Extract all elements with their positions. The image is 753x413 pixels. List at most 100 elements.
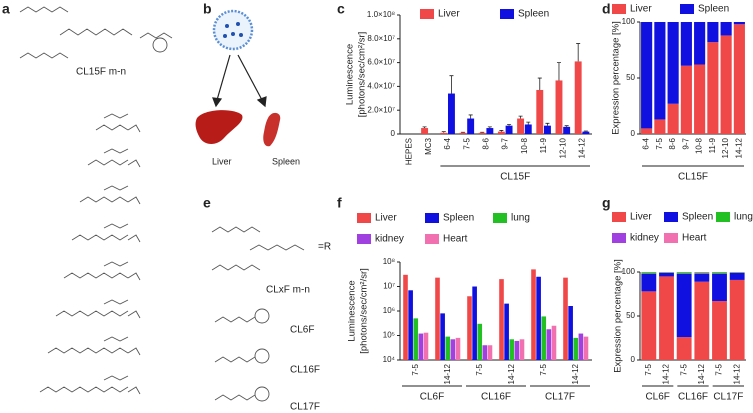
bond-chain <box>103 113 129 119</box>
error-bar <box>518 115 523 119</box>
bar <box>467 118 475 134</box>
y-tick-label: 1.0×10⁸ <box>367 10 395 19</box>
legend-swatch <box>664 212 678 222</box>
bar <box>403 274 408 360</box>
bond-chain <box>103 185 129 191</box>
y-tick-label: 100 <box>622 267 636 276</box>
y-tick-label: 100 <box>622 17 636 26</box>
x-tick-label: 14-12 <box>697 363 706 384</box>
x-tick-label: 14-12 <box>578 137 587 158</box>
bar-segment <box>641 128 653 134</box>
x-tick-label: 14-12 <box>507 363 516 384</box>
bar-segment <box>733 22 745 25</box>
x-tick-label: HEPES <box>405 138 414 165</box>
error-bar <box>441 131 446 133</box>
bond-chain <box>211 226 261 233</box>
bond-chain <box>59 28 133 36</box>
ring <box>152 37 168 53</box>
structure-title: CLxF m-n <box>266 285 310 296</box>
bar-segment <box>729 279 745 360</box>
bond-chain <box>87 159 129 166</box>
x-tick-label: 7-5 <box>411 363 420 375</box>
bar <box>445 336 451 360</box>
legend-swatch <box>612 212 626 222</box>
y-axis-label: Luminescence <box>345 44 356 105</box>
legend-label: kidney <box>375 234 404 245</box>
x-tick-label: 7-5 <box>539 363 548 375</box>
bar <box>555 80 563 134</box>
error-bar <box>480 131 485 133</box>
bar <box>514 340 520 360</box>
legend-label: Heart <box>682 233 707 244</box>
bar-segment <box>676 273 692 338</box>
legend-swatch <box>612 233 626 243</box>
error-bar <box>449 75 454 94</box>
bond-chain <box>249 244 305 251</box>
bond-chain <box>79 196 129 203</box>
y-axis-label: [photons/sec/cm²/sr] <box>359 268 370 354</box>
bar-segment <box>654 119 666 134</box>
panel-label: e <box>203 195 211 211</box>
bond-chain <box>55 310 129 317</box>
x-tick-label: 7-5 <box>679 363 688 375</box>
group-label: CL6F <box>645 392 669 403</box>
bar <box>423 332 429 360</box>
bar-segment <box>720 22 732 36</box>
ring <box>254 386 270 402</box>
bond-chain <box>39 386 129 393</box>
x-tick-label: MC3 <box>424 137 433 154</box>
acid-group <box>127 310 141 319</box>
panel-label: g <box>602 195 611 211</box>
bar <box>544 125 551 134</box>
x-tick-label: 7-5 <box>475 363 484 375</box>
legend-swatch <box>680 4 694 14</box>
bond-chain <box>211 264 261 271</box>
bar <box>582 131 590 134</box>
legend-swatch <box>716 212 730 222</box>
legend-label: Liver <box>630 212 652 223</box>
bond-chain <box>214 316 256 323</box>
error-bar <box>537 77 542 90</box>
bond-chain <box>19 6 69 13</box>
bar <box>563 126 571 134</box>
x-tick-label: 8-6 <box>482 137 491 149</box>
liver-icon <box>195 110 243 144</box>
y-tick-label: 2.0×10⁷ <box>367 105 395 114</box>
legend-label: kidney <box>630 233 659 244</box>
bar-segment <box>712 301 727 360</box>
bar <box>536 276 541 360</box>
y-tick-label: 10⁴ <box>383 355 396 364</box>
acid-group <box>127 196 141 205</box>
bond-chain <box>19 52 69 59</box>
bar <box>486 128 494 134</box>
error-bar <box>545 122 550 126</box>
bar <box>418 333 424 360</box>
legend-swatch <box>493 213 507 223</box>
organ-label: Spleen <box>272 156 300 166</box>
legend-swatch <box>420 9 434 19</box>
y-tick-label: 50 <box>626 73 635 82</box>
x-tick-label: 14-12 <box>571 363 580 384</box>
x-tick-label: 11-9 <box>708 137 717 153</box>
bond-chain <box>214 394 256 401</box>
bar <box>536 89 544 134</box>
y-tick-label: 50 <box>626 311 635 320</box>
bar-segment <box>712 273 727 302</box>
bar <box>517 118 525 134</box>
y-tick-label: 10⁷ <box>383 282 395 291</box>
bar-segment <box>641 22 653 129</box>
legend-label: Spleen <box>518 9 549 20</box>
bond-chain <box>214 356 256 363</box>
bar-segment <box>676 272 692 274</box>
panel-label: f <box>337 195 342 211</box>
bar <box>578 333 584 360</box>
spleen-icon <box>263 112 281 147</box>
x-tick-label: 9-7 <box>681 137 690 149</box>
y-axis-label: [photons/sec/cm²/sr] <box>357 32 368 118</box>
bar-segment <box>654 22 666 120</box>
bar <box>519 339 525 360</box>
bar-segment <box>667 22 679 104</box>
bar-segment <box>676 337 692 360</box>
bar <box>551 325 557 360</box>
bar <box>499 279 504 360</box>
